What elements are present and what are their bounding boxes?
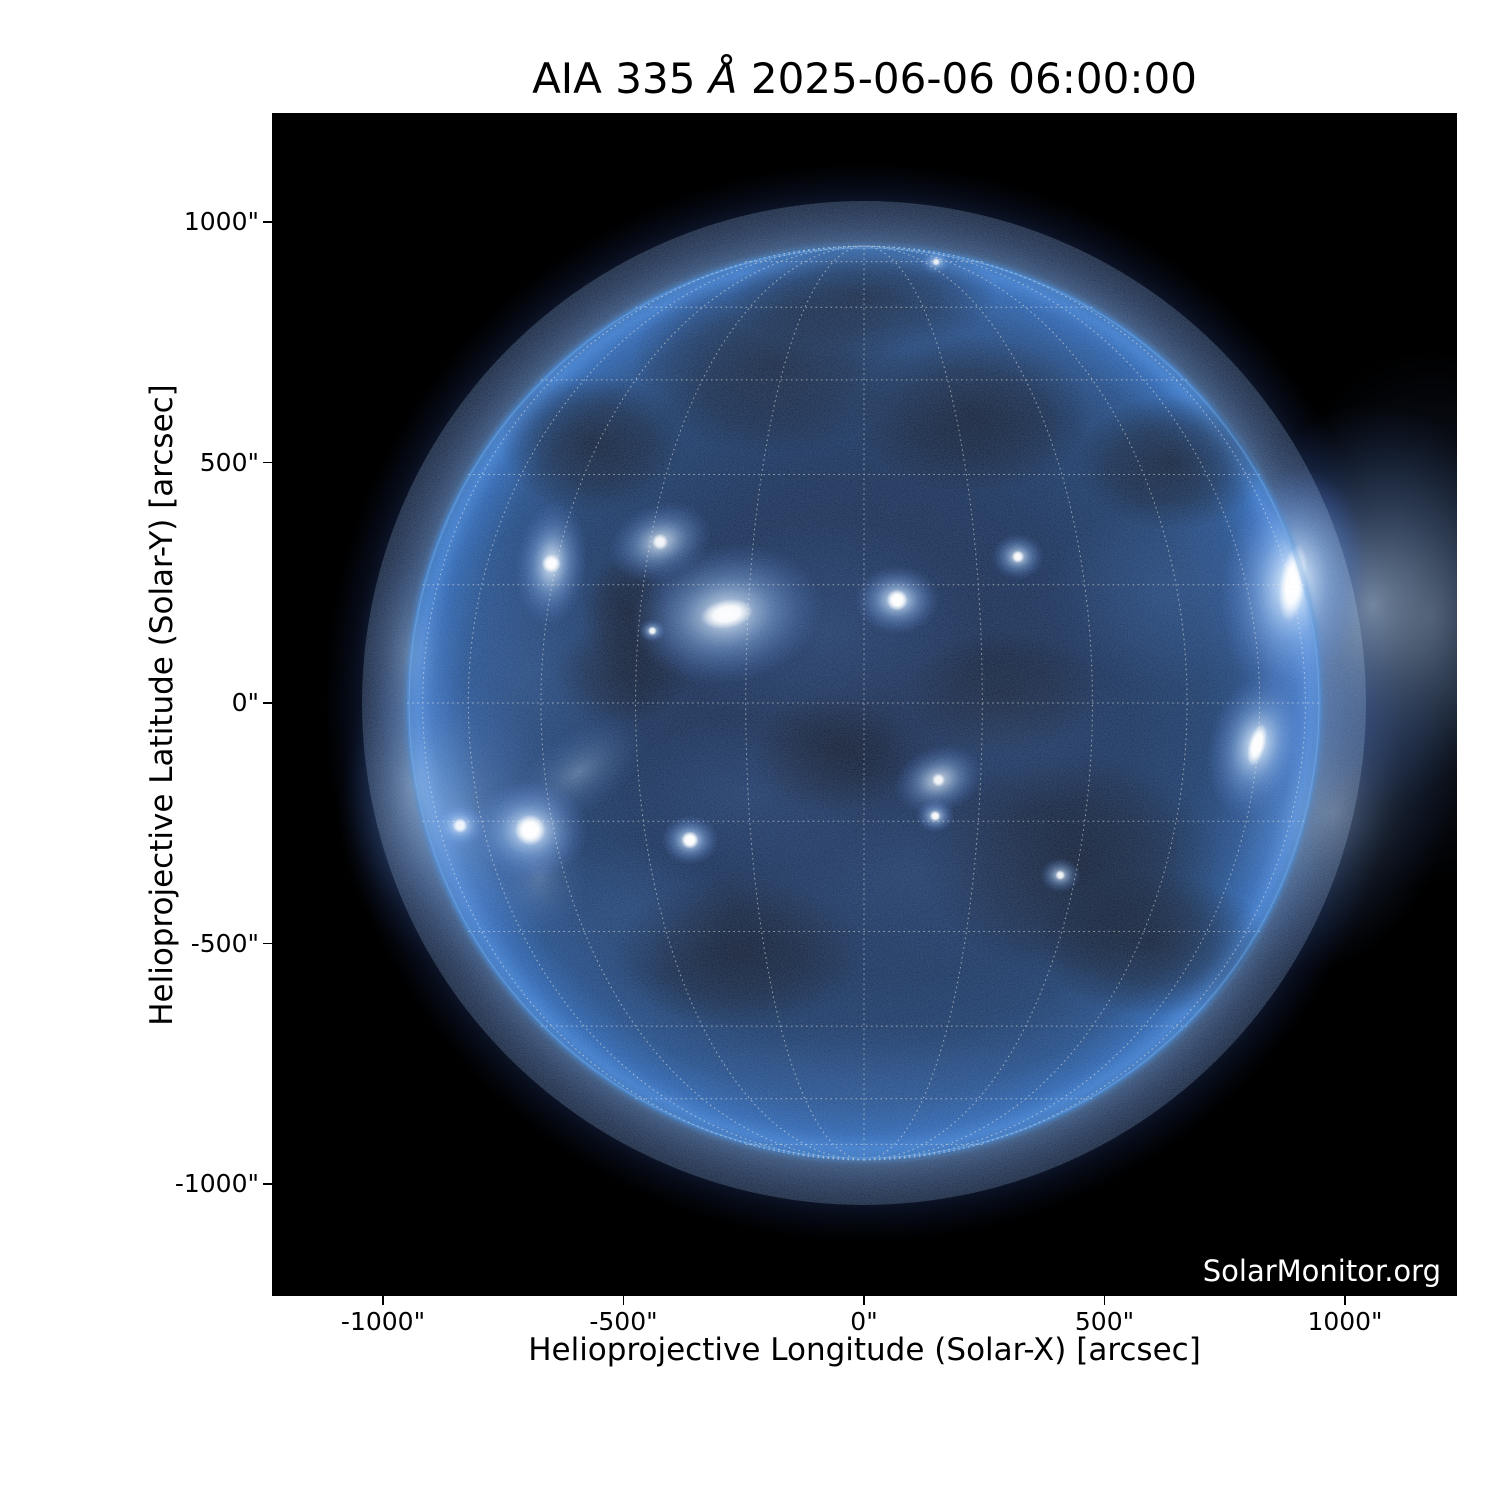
image-noise-texture xyxy=(362,201,1366,1205)
y-tick-mark xyxy=(263,1183,272,1185)
y-tick-mark xyxy=(263,221,272,223)
x-tick-label: 500" xyxy=(1074,1307,1135,1336)
x-tick-mark xyxy=(622,1296,625,1305)
x-tick-mark xyxy=(863,1296,865,1305)
y-tick-label: -500" xyxy=(190,928,259,958)
title-datetime: 2025-06-06 06:00:00 xyxy=(737,54,1197,103)
x-axis-label: Helioprojective Longitude (Solar-X) [arc… xyxy=(528,1332,1201,1368)
y-tick-label: 0" xyxy=(231,688,259,717)
y-tick-mark xyxy=(263,461,272,464)
y-tick-label: 500" xyxy=(199,447,259,477)
x-tick-label: 1000" xyxy=(1307,1307,1383,1336)
heliographic-grid xyxy=(407,245,1321,1161)
page-title: AIA 335 Å 2025-06-06 06:00:00 xyxy=(272,54,1457,104)
x-tick-label: -1000" xyxy=(340,1307,426,1336)
solar-limb-inner xyxy=(408,247,1320,1159)
y-tick-label: 1000" xyxy=(183,207,259,236)
title-instrument: AIA 335 xyxy=(532,54,709,103)
solar-image xyxy=(324,163,1457,1243)
plot-area: SolarMonitor.org xyxy=(272,113,1457,1296)
x-tick-mark xyxy=(1103,1296,1106,1305)
x-tick-mark xyxy=(382,1296,384,1305)
x-tick-mark xyxy=(1344,1296,1346,1305)
y-tick-mark xyxy=(263,702,272,704)
watermark: SolarMonitor.org xyxy=(1202,1254,1441,1288)
x-tick-label: 0" xyxy=(850,1307,878,1336)
x-tick-label: -500" xyxy=(589,1307,658,1336)
title-angstrom-symbol: Å xyxy=(708,54,738,103)
y-tick-label: -1000" xyxy=(174,1169,259,1198)
y-tick-mark xyxy=(263,942,272,945)
